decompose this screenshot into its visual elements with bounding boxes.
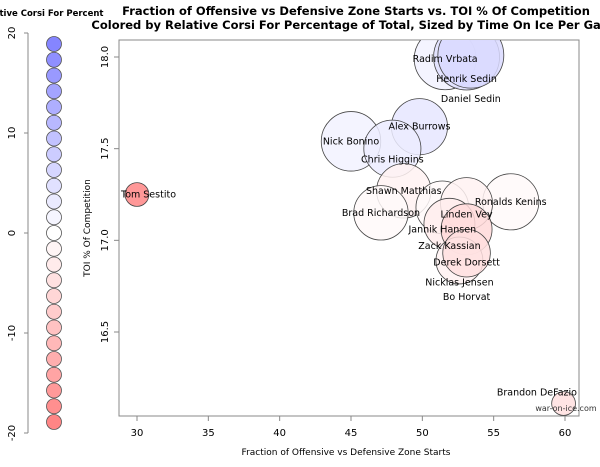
x-tick-label: 45 <box>345 428 358 439</box>
y-tick-label: 17.5 <box>100 138 111 160</box>
point-label: Nick Bonino <box>323 136 380 147</box>
data-point <box>551 391 576 416</box>
points <box>124 40 576 416</box>
plot-frame <box>118 39 580 417</box>
x-axis-label: Fraction of Offensive vs Defensive Zone … <box>242 448 451 458</box>
legend-swatch <box>46 240 62 257</box>
watermark: war-on-ice.com <box>535 404 596 413</box>
legend: 20 10 0 -10 -20 <box>7 27 62 441</box>
point-label: Bo Horvat <box>443 292 491 303</box>
legend-swatch <box>46 114 62 131</box>
legend-swatch <box>46 193 62 210</box>
legend-swatch <box>46 36 62 52</box>
legend-swatch <box>46 382 62 399</box>
point-label: Linden Vey <box>441 210 493 221</box>
data-point <box>124 182 150 207</box>
point-label: Shawn Matthias <box>366 186 442 197</box>
legend-swatch <box>46 288 62 304</box>
point-label: Brandon DeFazio <box>497 388 577 399</box>
legend-swatch <box>46 51 62 68</box>
legend-swatch <box>46 130 62 147</box>
y-tick-label: 18.0 <box>100 46 111 68</box>
point-label: Brad Richardson <box>342 208 420 219</box>
data-point <box>442 228 491 278</box>
legend-swatch <box>46 398 62 415</box>
point-label: Chris Higgins <box>361 155 424 166</box>
x-tick-label: 55 <box>487 428 500 439</box>
legend-swatch <box>46 272 62 289</box>
x-tick-label: 35 <box>202 428 215 439</box>
data-point <box>437 40 505 89</box>
point-label: Derek Dorsett <box>433 257 500 268</box>
point-label: Alex Burrows <box>388 122 450 133</box>
x-tick-label: 50 <box>416 428 429 439</box>
legend-swatch <box>46 319 62 336</box>
legend-swatch <box>46 209 62 226</box>
legend-tick-label: 0 <box>7 230 18 236</box>
point-label: Radim Vrbata <box>413 54 478 65</box>
legend-tick-label: -10 <box>7 325 18 341</box>
legend-swatch <box>46 414 62 430</box>
legend-tick-label: 10 <box>7 127 18 140</box>
point-labels: Radim Vrbata Henrik Sedin Daniel Sedin Alex… <box>120 54 577 399</box>
x-tick-label: 30 <box>131 428 144 439</box>
legend-tick-label: -20 <box>7 425 18 441</box>
point-label: Henrik Sedin <box>436 74 497 85</box>
point-label: Jannik Hansen <box>407 224 476 235</box>
legend-tick-label: 20 <box>7 27 18 40</box>
legend-swatch <box>46 146 62 163</box>
legend-swatch <box>46 177 62 194</box>
y-tick-label: 16.5 <box>100 321 111 343</box>
y-tick-label: 17.0 <box>100 229 111 251</box>
legend-swatch <box>46 83 62 100</box>
x-tick-label: 60 <box>559 428 572 439</box>
legend-swatch <box>46 366 62 383</box>
legend-swatch <box>46 67 62 84</box>
point-label: Daniel Sedin <box>441 94 501 105</box>
point-label: Nicklas Jensen <box>425 278 493 289</box>
point-label: Tom Sestito <box>120 190 176 201</box>
legend-swatch <box>46 225 62 241</box>
data-point <box>353 185 409 241</box>
y-axis-label: TOI % Of Competition <box>83 179 93 278</box>
legend-swatch <box>46 162 62 178</box>
chart-title-line2: Colored by Relative Corsi For Percentage… <box>91 18 600 32</box>
chart-title-line1: Fraction of Offensive vs Defensive Zone … <box>122 4 590 18</box>
legend-swatch <box>46 256 62 273</box>
legend-swatch <box>46 335 62 352</box>
legend-swatch <box>46 303 62 320</box>
point-label: Zack Kassian <box>418 241 480 252</box>
x-tick-label: 40 <box>273 428 286 439</box>
legend-title: Relative Corsi For Percent <box>0 9 103 19</box>
legend-swatch <box>46 99 62 115</box>
legend-swatch <box>46 351 62 367</box>
point-label: Ronalds Kenins <box>475 197 547 208</box>
